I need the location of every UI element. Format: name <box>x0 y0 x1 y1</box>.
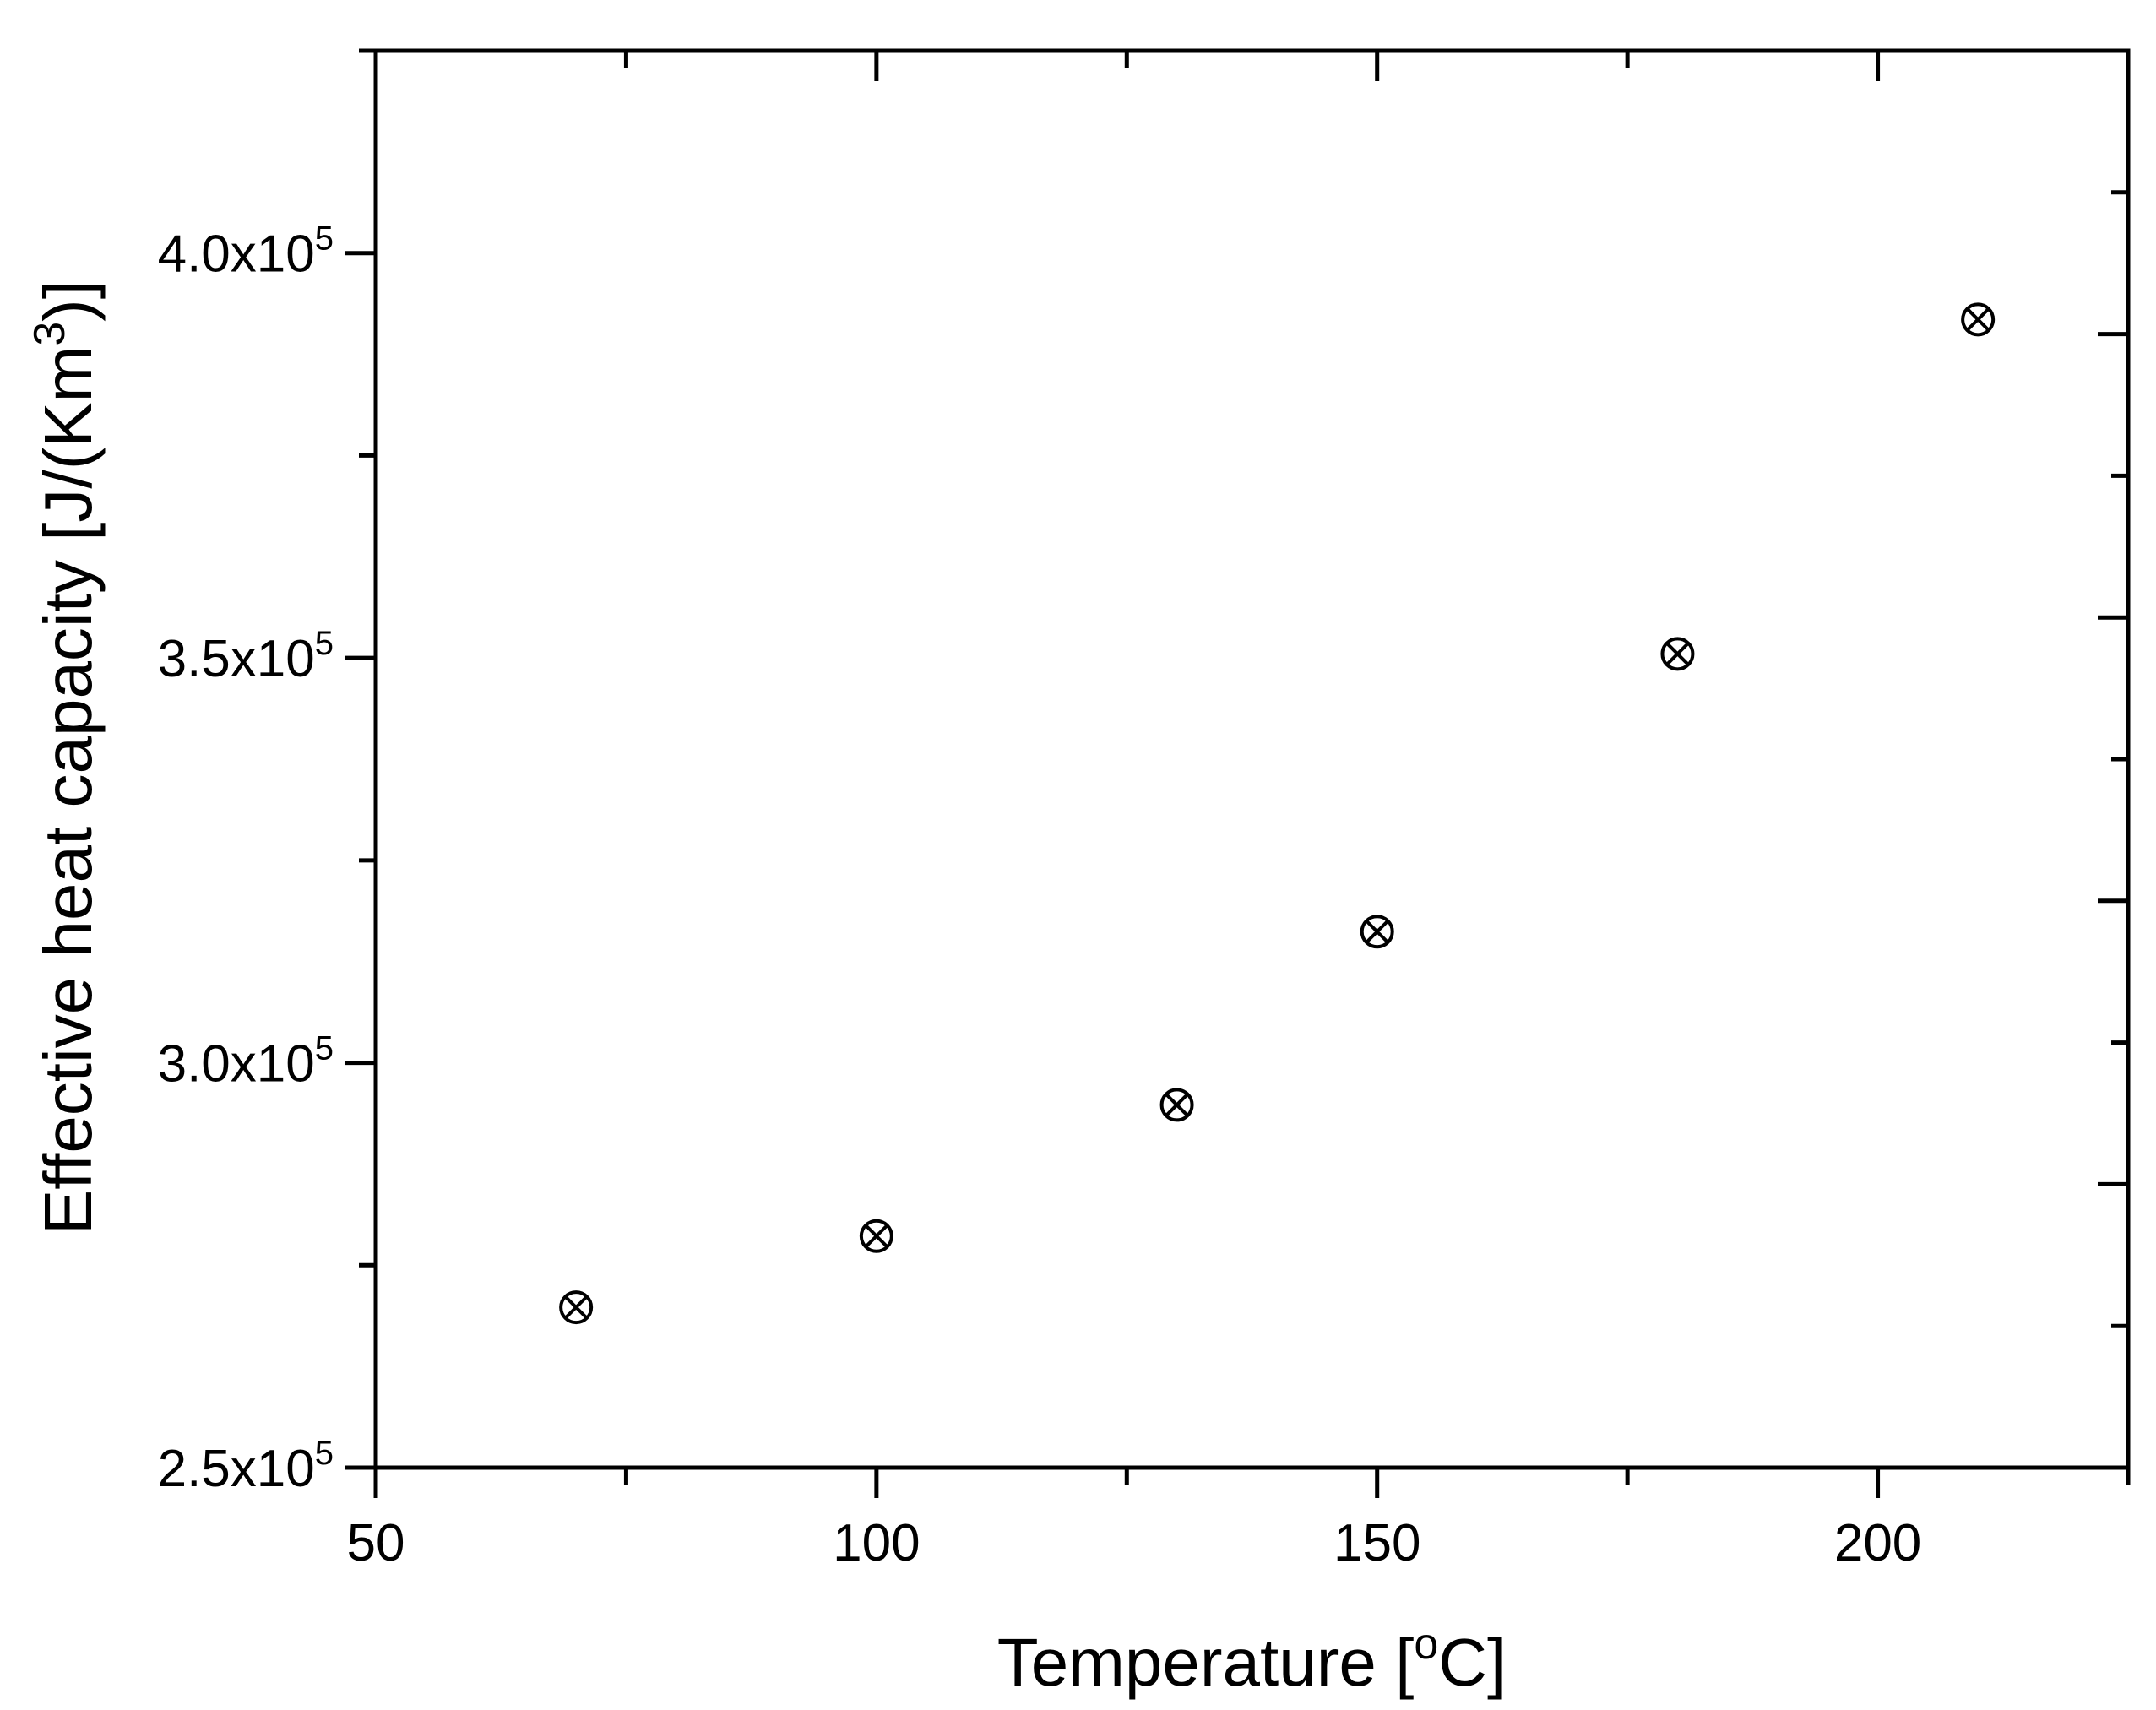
point-circle <box>1660 637 1695 671</box>
y-tick-label-base: 2.5x10 <box>158 1440 315 1498</box>
y-tick-label: 2.5x105 <box>158 1435 334 1498</box>
data-point <box>1660 637 1695 671</box>
x-axis-title-suffix: C] <box>1438 1625 1506 1700</box>
y-axis-title: Effective heat capacity [J/(Km3)] <box>25 280 106 1235</box>
point-cross <box>1665 641 1690 666</box>
point-circle <box>1159 1088 1194 1122</box>
y-tick-label: 4.0x105 <box>158 220 334 284</box>
x-axis-title-text: Temperature [ <box>997 1625 1415 1700</box>
y-tick-label-base: 3.0x10 <box>158 1035 315 1094</box>
x-tick-label: 150 <box>1333 1514 1420 1572</box>
data-point <box>1159 1088 1194 1122</box>
point-circle <box>859 1219 893 1253</box>
point-cross <box>1165 1093 1189 1117</box>
y-tick-label-base: 3.5x10 <box>158 630 315 688</box>
data-point <box>1360 915 1394 949</box>
y-tick-label-exponent: 5 <box>315 1030 334 1067</box>
point-circle <box>1360 915 1394 949</box>
data-point <box>859 1219 893 1253</box>
x-tick-label: 50 <box>347 1514 405 1572</box>
y-axis-title-suffix: )] <box>30 280 106 322</box>
axis-ticks <box>345 48 2131 1498</box>
point-circle <box>1961 302 1996 337</box>
point-cross <box>864 1224 889 1249</box>
plot-frame <box>373 48 2131 1470</box>
y-tick-label-exponent: 5 <box>315 1435 334 1472</box>
data-point <box>559 1290 594 1325</box>
data-points <box>559 302 1996 1325</box>
y-axis-title-sup: 3 <box>25 322 74 346</box>
y-tick-label-exponent: 5 <box>315 220 334 258</box>
y-tick-label-base: 4.0x10 <box>158 225 315 284</box>
point-cross <box>563 1295 589 1320</box>
y-tick-label: 3.5x105 <box>158 625 334 688</box>
x-axis-title-sup: o <box>1414 1620 1438 1669</box>
x-tick-label: 200 <box>1834 1514 1921 1572</box>
data-point <box>1961 302 1996 337</box>
point-circle <box>559 1290 594 1325</box>
y-axis-title-text: Effective heat capacity [J/(Km <box>30 346 106 1235</box>
point-cross <box>1965 307 1990 332</box>
y-tick-label-exponent: 5 <box>315 625 334 662</box>
x-axis-title: Temperature [oC] <box>997 1620 1506 1700</box>
point-cross <box>1365 919 1390 944</box>
y-tick-label: 3.0x105 <box>158 1030 334 1094</box>
x-tick-label: 100 <box>833 1514 920 1572</box>
